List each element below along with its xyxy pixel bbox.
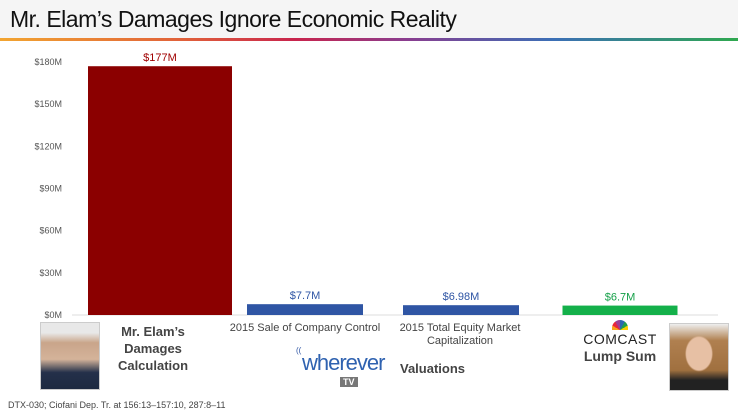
lump-sum-label: Lump Sum [583, 348, 657, 364]
y-tick-label: $0M [44, 310, 62, 320]
comcast-logo: COMCAST [583, 331, 657, 347]
header: Mr. Elam’s Damages Ignore Economic Reali… [0, 0, 738, 38]
elam-label-1: Mr. Elam’s [121, 324, 185, 339]
y-tick-label: $60M [39, 226, 62, 236]
y-tick-label: $180M [34, 57, 62, 67]
bar [562, 305, 678, 315]
y-tick-label: $90M [39, 184, 62, 194]
equity-label-1: 2015 Total Equity Market [399, 322, 521, 334]
source-citation: DTX-030; Ciofani Dep. Tr. at 156:13–157:… [8, 400, 226, 410]
data-label: $6.98M [443, 291, 480, 303]
sale-label: 2015 Sale of Company Control [229, 322, 381, 334]
slide-title: Mr. Elam’s Damages Ignore Economic Reali… [10, 6, 457, 32]
equity-label-2: Capitalization [426, 335, 494, 347]
y-tick-label: $150M [34, 99, 62, 109]
rainbow-divider [0, 38, 738, 41]
elam-label-3: Calculation [117, 358, 189, 373]
ciofani-photo [669, 323, 729, 391]
y-tick-label: $30M [39, 268, 62, 278]
elam-label-2: Damages [124, 341, 182, 356]
nbc-peacock-icon [612, 320, 628, 330]
bar [247, 304, 363, 315]
data-label: $177M [143, 52, 177, 64]
y-tick-label: $120M [34, 141, 62, 151]
valuations-label: Valuations [400, 361, 466, 376]
data-label: $7.7M [290, 290, 321, 302]
data-label: $6.7M [605, 292, 636, 304]
bar [88, 66, 232, 315]
bar [403, 305, 519, 315]
elam-photo [40, 322, 100, 390]
wherever-tv-logo: (( wherever TV [296, 346, 385, 387]
bar-chart: $0M $30M $60M $90M $120M $150M $180M $177M $7.7M… [34, 52, 718, 320]
